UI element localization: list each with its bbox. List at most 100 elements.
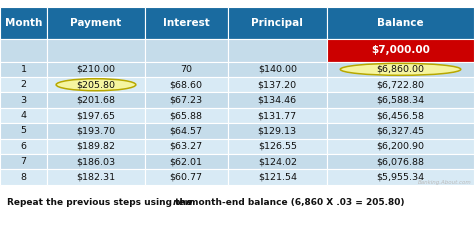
Text: $7,000.00: $7,000.00: [371, 45, 430, 55]
Text: 3: 3: [21, 96, 27, 105]
Bar: [145, 77, 228, 92]
Bar: [47, 62, 145, 77]
Text: Balance: Balance: [377, 18, 424, 28]
Text: Repeat the previous steps using the: Repeat the previous steps using the: [7, 198, 195, 207]
Bar: [145, 139, 228, 154]
Bar: [0, 39, 47, 62]
Bar: [0, 108, 47, 123]
Bar: [0, 62, 47, 77]
Bar: [228, 7, 327, 39]
Text: Payment: Payment: [70, 18, 122, 28]
Bar: [145, 39, 228, 62]
Text: 4: 4: [21, 111, 27, 120]
Ellipse shape: [340, 63, 461, 75]
Text: Month: Month: [5, 18, 42, 28]
Text: $6,860.00: $6,860.00: [376, 65, 425, 74]
Bar: [0, 123, 47, 139]
Bar: [145, 108, 228, 123]
Bar: [228, 39, 327, 62]
Text: 2: 2: [21, 80, 27, 89]
Bar: [228, 108, 327, 123]
Bar: [0, 139, 47, 154]
Text: $65.88: $65.88: [170, 111, 202, 120]
Bar: [0, 77, 47, 92]
Bar: [47, 39, 145, 62]
Text: $193.70: $193.70: [76, 127, 116, 135]
Text: $129.13: $129.13: [258, 127, 297, 135]
Ellipse shape: [56, 79, 136, 91]
Bar: [0, 154, 47, 169]
Bar: [145, 154, 228, 169]
Bar: [145, 123, 228, 139]
Bar: [327, 123, 474, 139]
Text: $121.54: $121.54: [258, 173, 297, 182]
Bar: [228, 77, 327, 92]
Text: $137.20: $137.20: [258, 80, 297, 89]
Bar: [327, 62, 474, 77]
Bar: [327, 154, 474, 169]
Text: Interest: Interest: [163, 18, 210, 28]
Text: month-end balance (6,860 X .03 = 205.80): month-end balance (6,860 X .03 = 205.80): [186, 198, 405, 207]
Text: Banking.About.com: Banking.About.com: [418, 180, 472, 185]
Bar: [145, 7, 228, 39]
Bar: [228, 123, 327, 139]
Bar: [327, 169, 474, 185]
Bar: [327, 7, 474, 39]
Bar: [228, 154, 327, 169]
Bar: [47, 108, 145, 123]
Bar: [145, 62, 228, 77]
Text: $60.77: $60.77: [170, 173, 202, 182]
Text: $64.57: $64.57: [170, 127, 202, 135]
Bar: [327, 39, 474, 62]
Bar: [327, 77, 474, 92]
Text: $6,200.90: $6,200.90: [376, 142, 425, 151]
Text: $5,955.34: $5,955.34: [376, 173, 425, 182]
Bar: [327, 139, 474, 154]
Bar: [327, 108, 474, 123]
Text: 70: 70: [180, 65, 192, 74]
Text: $124.02: $124.02: [258, 157, 297, 166]
Text: 7: 7: [21, 157, 27, 166]
Text: $131.77: $131.77: [258, 111, 297, 120]
Text: $134.46: $134.46: [258, 96, 297, 105]
Text: $140.00: $140.00: [258, 65, 297, 74]
Text: $6,588.34: $6,588.34: [376, 96, 425, 105]
Text: $189.82: $189.82: [76, 142, 116, 151]
Text: $6,076.88: $6,076.88: [376, 157, 425, 166]
Bar: [47, 154, 145, 169]
Bar: [47, 77, 145, 92]
Bar: [145, 169, 228, 185]
Text: $197.65: $197.65: [76, 111, 116, 120]
Bar: [47, 92, 145, 108]
Bar: [47, 169, 145, 185]
Text: 6: 6: [21, 142, 27, 151]
Text: $182.31: $182.31: [76, 173, 116, 182]
Bar: [0, 7, 47, 39]
Bar: [47, 139, 145, 154]
Text: $6,722.80: $6,722.80: [376, 80, 425, 89]
Text: Principal: Principal: [251, 18, 303, 28]
Bar: [228, 169, 327, 185]
Text: $68.60: $68.60: [170, 80, 202, 89]
Text: $210.00: $210.00: [76, 65, 116, 74]
Bar: [228, 139, 327, 154]
Text: $126.55: $126.55: [258, 142, 297, 151]
Text: 8: 8: [21, 173, 27, 182]
Text: $67.23: $67.23: [170, 96, 202, 105]
Text: $201.68: $201.68: [76, 96, 116, 105]
Text: 1: 1: [21, 65, 27, 74]
Text: $186.03: $186.03: [76, 157, 116, 166]
Bar: [47, 123, 145, 139]
Text: $205.80: $205.80: [76, 80, 116, 89]
Bar: [327, 92, 474, 108]
Text: new: new: [173, 198, 193, 207]
Bar: [47, 7, 145, 39]
Bar: [0, 92, 47, 108]
Text: $6,327.45: $6,327.45: [376, 127, 425, 135]
Text: $62.01: $62.01: [170, 157, 202, 166]
Bar: [228, 62, 327, 77]
Text: $63.27: $63.27: [170, 142, 202, 151]
Text: 5: 5: [21, 127, 27, 135]
Bar: [145, 92, 228, 108]
Bar: [228, 92, 327, 108]
